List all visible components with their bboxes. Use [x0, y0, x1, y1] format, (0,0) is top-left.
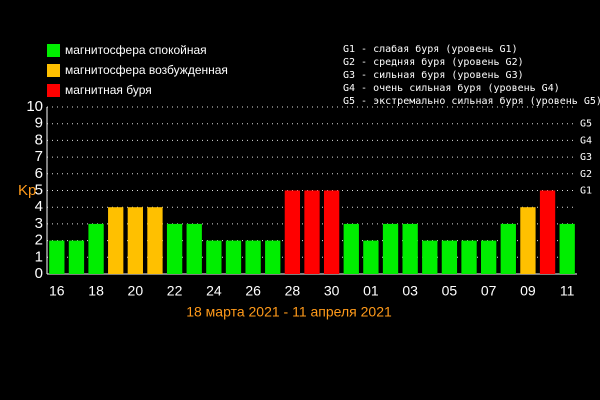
x-tick-label: 09 [520, 283, 536, 299]
bar [402, 223, 418, 274]
note: G2 - средняя буря (уровень G2) [343, 56, 524, 68]
x-tick-label: 28 [285, 283, 301, 299]
bar [323, 190, 340, 274]
y-tick-label: 6 [35, 165, 43, 182]
legend-label: магнитосфера возбужденная [65, 63, 228, 77]
bar [461, 240, 477, 274]
bar [147, 207, 163, 274]
legend-swatch [47, 64, 60, 77]
x-tick-label: 11 [560, 283, 575, 299]
bar [225, 240, 242, 274]
bar [127, 207, 143, 274]
bar [481, 240, 497, 274]
bar [441, 240, 458, 274]
x-tick-label: 03 [402, 283, 418, 299]
y-tick-label: 3 [35, 215, 43, 232]
bar [68, 240, 85, 274]
bar [166, 223, 183, 274]
legend-swatch [47, 84, 60, 97]
y2-tick-label: G5 [580, 119, 592, 130]
note: G1 - слабая буря (уровень G1) [343, 43, 518, 55]
y-tick-label: 10 [26, 98, 43, 115]
bar [265, 240, 281, 274]
note: G3 - сильная буря (уровень G3) [343, 69, 524, 81]
y2-tick-label: G2 [580, 169, 592, 180]
bar [539, 190, 556, 274]
bar [559, 223, 575, 274]
x-tick-label: 01 [363, 283, 379, 299]
bar [206, 240, 222, 274]
y-tick-label: 2 [35, 232, 43, 249]
x-tick-label: 26 [245, 283, 261, 299]
y-tick-label: 0 [35, 265, 43, 282]
bar [245, 240, 261, 274]
bar [500, 223, 516, 274]
bar [422, 240, 438, 274]
x-tick-label: 30 [324, 283, 340, 299]
x-tick-label: 16 [49, 283, 65, 299]
x-tick-label: 05 [442, 283, 458, 299]
y-tick-label: 1 [35, 248, 43, 265]
x-tick-label: 22 [167, 283, 183, 299]
bar [363, 240, 379, 274]
x-tick-label: 20 [128, 283, 144, 299]
y-tick-label: 7 [35, 148, 43, 165]
y-tick-label: 5 [35, 181, 43, 198]
legend-label: магнитосфера спокойная [65, 43, 207, 57]
x-axis-label: 18 марта 2021 - 11 апреля 2021 [186, 304, 392, 320]
y2-tick-label: G3 [580, 152, 592, 163]
x-tick-label: 18 [88, 283, 104, 299]
bar [88, 223, 104, 274]
legend-swatch [47, 44, 60, 57]
legend-label: магнитная буря [65, 83, 152, 97]
y2-tick-label: G4 [580, 135, 592, 146]
x-tick-label: 24 [206, 283, 222, 299]
x-tick-label: 07 [481, 283, 497, 299]
bar [343, 223, 359, 274]
bar [186, 223, 202, 274]
y-axis-label: Kp [18, 182, 36, 199]
note: G4 - очень сильная буря (уровень G4) [343, 82, 560, 94]
y-tick-label: 8 [35, 131, 43, 148]
y2-tick-label: G1 [580, 186, 592, 197]
y-tick-label: 4 [35, 198, 43, 215]
bar [304, 190, 320, 274]
bar [49, 240, 65, 274]
bar [382, 223, 399, 274]
bar [108, 207, 124, 274]
y-tick-label: 9 [35, 115, 43, 132]
bar [520, 207, 536, 274]
note: G5 - экстремально сильная буря (уровень … [343, 95, 600, 107]
bar [284, 190, 301, 274]
